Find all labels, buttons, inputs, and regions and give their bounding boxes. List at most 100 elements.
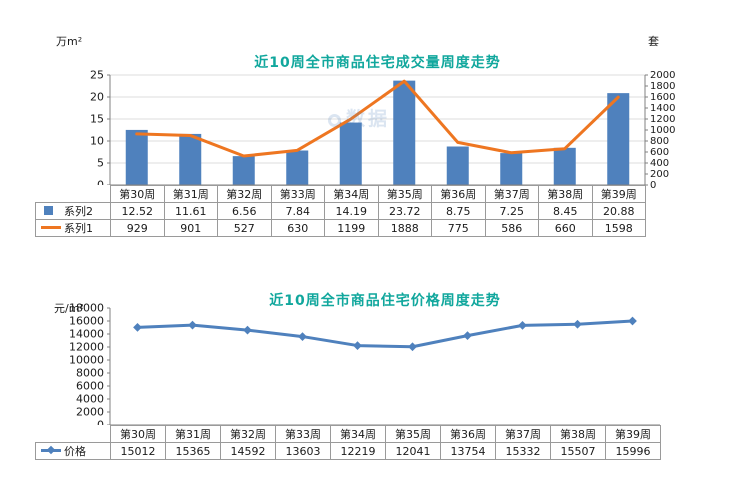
value-cell: 12041 [385,442,441,460]
week-header-cell: 第37周 [495,425,551,443]
week-header-cell: 第34周 [324,185,379,203]
value-cell: 8.45 [538,202,593,220]
value-cell: 23.72 [377,202,432,220]
data-point-marker [408,342,417,352]
value-cell: 15996 [605,442,661,460]
volume-plot-area: 0510152025020040060080010001200140016001… [90,69,675,192]
value-cell: 8.75 [431,202,486,220]
left-tick-label: 15 [90,113,104,126]
price-left-axis-unit-label: 元/m² [54,302,84,315]
bar [179,133,202,185]
value-cell: 15365 [165,442,221,460]
week-header-cell: 第37周 [484,185,539,203]
table-corner [36,186,111,203]
week-header-cell: 第33周 [270,185,325,203]
bar [393,80,416,185]
left-tick-label: 4000 [76,393,104,406]
week-header-cell: 第39周 [591,185,646,203]
week-header-cell: 第35周 [385,425,441,443]
bar [125,129,148,185]
price-data-table: 第30周 第31周 第32周 第33周 第34周 第35周 第36周 第37周 第38周 第39周… [35,425,661,460]
data-point-marker [628,316,637,326]
value-cell: 929 [110,219,165,237]
value-cell: 1199 [324,219,379,237]
left-tick-label: 25 [90,69,104,82]
left-tick-label: 20 [90,91,104,104]
legend-cell: 系列2 [35,202,111,220]
week-header-cell: 第33周 [275,425,331,443]
data-point-marker [298,332,307,341]
right-tick-label: 800 [650,136,669,147]
right-tick-label: 2000 [650,70,675,81]
data-point-marker [518,320,527,330]
week-header-cell: 第30周 [110,185,165,203]
left-tick-label: 14000 [69,328,104,341]
value-cell: 6.56 [217,202,272,220]
table-corner [36,426,111,443]
volume-right-axis-unit-label: 套 [648,35,659,48]
right-tick-label: 1400 [650,103,675,114]
bar [286,150,309,185]
left-tick-label: 10 [90,135,104,148]
price-plot-area: 0200040006000800010000120001400016000180… [69,302,660,432]
legend-label: 系列2 [64,205,93,218]
bar [607,93,630,185]
week-header-cell: 第36周 [431,185,486,203]
left-tick-label: 16000 [69,315,104,328]
value-cell: 15012 [110,442,166,460]
right-tick-label: 600 [650,147,669,158]
left-tick-label: 6000 [76,380,104,393]
series-line [135,79,620,158]
legend-label: 价格 [64,445,86,458]
data-point-marker [188,320,197,330]
value-cell: 11.61 [163,202,218,220]
left-tick-label: 5 [97,157,104,170]
left-tick-label: 10000 [69,354,104,367]
watermark-text: 数据 [346,108,391,130]
watermark: 数据 [328,104,390,131]
right-tick-label: 1000 [650,125,675,136]
value-cell: 13603 [275,442,331,460]
week-header-cell: 第34周 [330,425,386,443]
value-cell: 14.19 [324,202,379,220]
bar [339,122,362,185]
volume-left-axis-unit-label: 万m² [56,35,83,48]
value-cell: 527 [217,219,272,237]
left-tick-label: 2000 [76,406,104,419]
left-tick-label: 12000 [69,341,104,354]
bar [553,147,576,185]
week-header-cell: 第38周 [538,185,593,203]
value-cell: 660 [538,219,593,237]
week-header-cell: 第35周 [377,185,432,203]
week-header-cell: 第31周 [163,185,218,203]
left-tick-label: 8000 [76,367,104,380]
data-point-marker [573,319,582,329]
value-cell: 1888 [377,219,432,237]
bar [446,146,469,185]
line-legend-swatch-icon [41,445,61,455]
value-cell: 15507 [550,442,606,460]
watermark-logo-icon [328,114,341,127]
week-header-cell: 第39周 [605,425,661,443]
legend-cell: 系列1 [35,219,111,237]
value-cell: 14592 [220,442,276,460]
right-tick-label: 0 [650,180,656,191]
value-cell: 7.84 [270,202,325,220]
line-legend-swatch-icon [41,223,61,232]
week-header-cell: 第30周 [110,425,166,443]
value-cell: 630 [270,219,325,237]
value-cell: 15332 [495,442,551,460]
week-header-cell: 第36周 [440,425,496,443]
right-tick-label: 1600 [650,92,675,103]
right-tick-label: 400 [650,158,669,169]
data-point-marker [133,323,142,332]
week-header-cell: 第32周 [220,425,276,443]
right-tick-label: 200 [650,169,669,180]
volume-data-table: 第30周 第31周 第32周 第33周 第34周 第35周 第36周 第37周 第38周 第39周… [35,185,646,237]
value-cell: 12219 [330,442,386,460]
value-cell: 901 [163,219,218,237]
left-tick-label: 18000 [69,302,104,315]
price-chart-title: 近10周全市商品住宅价格周度走势 [269,293,501,309]
week-header-cell: 第38周 [550,425,606,443]
